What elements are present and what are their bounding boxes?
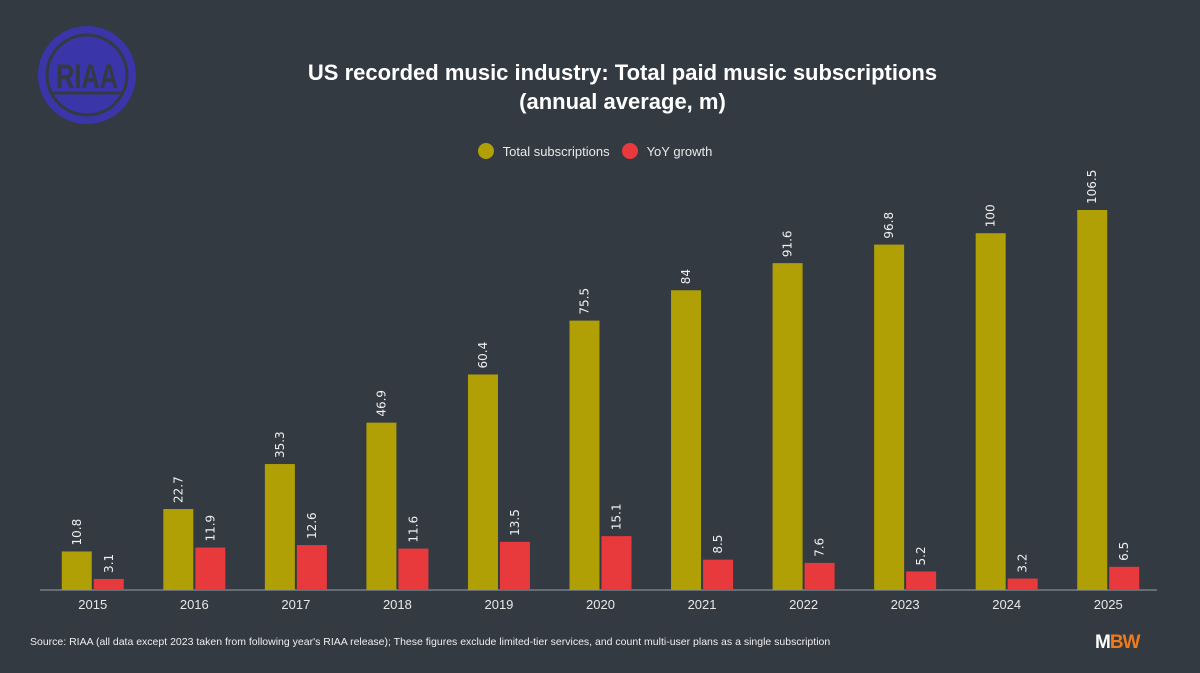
x-tick-label: 2020: [586, 597, 615, 612]
bar-growth[interactable]: [703, 559, 734, 590]
data-label: 100: [984, 204, 998, 227]
bar-total[interactable]: [61, 551, 92, 590]
legend-item-total[interactable]: Total subscriptions: [477, 143, 610, 159]
mbw-logo: MBW: [1095, 632, 1140, 653]
data-label: 75.5: [578, 288, 592, 315]
data-label: 84: [679, 269, 693, 284]
bar-total[interactable]: [1077, 210, 1108, 590]
data-label: 96.8: [882, 212, 896, 239]
bar-growth[interactable]: [601, 536, 632, 590]
data-label: 35.3: [273, 431, 287, 458]
legend-swatch-total: [477, 143, 494, 159]
chart-title: US recorded music industry: Total paid m…: [0, 58, 1200, 116]
x-tick-label: 2023: [891, 597, 920, 612]
data-label: 11.6: [406, 516, 420, 543]
x-tick-label: 2021: [688, 597, 717, 612]
bar-growth[interactable]: [195, 547, 226, 590]
bar-growth[interactable]: [398, 548, 429, 590]
data-label: 3.1: [102, 554, 116, 573]
bar-growth[interactable]: [1109, 566, 1140, 590]
bar-growth[interactable]: [804, 562, 835, 590]
legend-label-total: Total subscriptions: [502, 143, 610, 159]
bar-total[interactable]: [975, 233, 1006, 590]
x-tick-label: 2018: [383, 597, 412, 612]
bar-growth[interactable]: [296, 545, 327, 590]
bar-total[interactable]: [467, 374, 498, 590]
x-tick-label: 2022: [789, 597, 818, 612]
data-label: 3.2: [1016, 553, 1030, 572]
bar-growth[interactable]: [499, 541, 530, 590]
legend-swatch-growth: [621, 143, 638, 159]
bar-total[interactable]: [264, 464, 295, 590]
riaa-logo: RIAA: [38, 26, 136, 124]
bar-total[interactable]: [569, 320, 600, 590]
data-label: 106.5: [1085, 170, 1099, 204]
data-label: 15.1: [610, 503, 624, 530]
data-label: 22.7: [171, 476, 185, 503]
bar-total[interactable]: [874, 244, 905, 590]
data-label: 12.6: [305, 512, 319, 539]
data-label: 10.8: [70, 519, 84, 546]
legend-item-growth[interactable]: YoY growth: [621, 143, 713, 159]
data-label: 8.5: [711, 535, 725, 554]
legend-label-growth: YoY growth: [646, 143, 713, 159]
bar-growth[interactable]: [1007, 578, 1038, 590]
bar-growth[interactable]: [93, 578, 124, 590]
data-label: 91.6: [781, 230, 795, 257]
source-note: Source: RIAA (all data except 2023 taken…: [30, 636, 831, 648]
x-tick-label: 2024: [992, 597, 1021, 612]
legend: Total subscriptions YoY growth: [0, 143, 1190, 159]
x-tick-label: 2017: [281, 597, 310, 612]
title-line-2: (annual average, m): [519, 89, 726, 114]
x-tick-label: 2016: [180, 597, 209, 612]
x-tick-label: 2019: [484, 597, 513, 612]
title-line-1: US recorded music industry: Total paid m…: [307, 60, 938, 85]
bar-total[interactable]: [671, 290, 702, 590]
data-label: 7.6: [813, 538, 827, 557]
data-label: 6.5: [1117, 542, 1131, 561]
bar-total[interactable]: [366, 422, 397, 590]
data-label: 46.9: [374, 390, 388, 417]
data-label: 13.5: [508, 509, 522, 536]
data-label: 5.2: [914, 546, 928, 565]
bar-growth[interactable]: [906, 571, 937, 590]
x-tick-label: 2025: [1094, 597, 1123, 612]
data-label: 60.4: [476, 342, 490, 369]
x-tick-label: 2015: [78, 597, 107, 612]
svg-text:RIAA: RIAA: [56, 58, 118, 96]
data-label: 11.9: [203, 515, 217, 542]
bar-total[interactable]: [772, 263, 803, 590]
bar-total[interactable]: [163, 509, 194, 590]
